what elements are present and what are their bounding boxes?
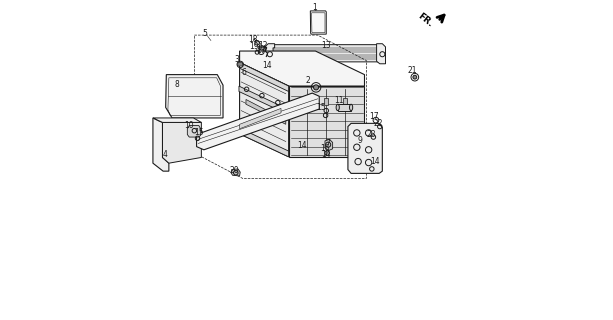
Polygon shape (240, 62, 289, 157)
Text: 5: 5 (203, 29, 208, 38)
Polygon shape (348, 123, 383, 173)
Text: 14: 14 (297, 141, 306, 150)
Polygon shape (338, 104, 351, 111)
Text: 4: 4 (162, 150, 167, 159)
Text: 14: 14 (321, 150, 331, 159)
Text: 19: 19 (249, 42, 259, 52)
Text: 9: 9 (357, 136, 362, 145)
Text: 14: 14 (370, 157, 380, 166)
Polygon shape (240, 51, 365, 86)
Text: 15: 15 (194, 128, 204, 137)
Polygon shape (240, 108, 281, 129)
Polygon shape (265, 44, 275, 64)
Text: 13: 13 (321, 41, 331, 51)
Polygon shape (197, 93, 319, 150)
Ellipse shape (349, 104, 352, 111)
Polygon shape (238, 62, 243, 66)
Polygon shape (289, 86, 365, 157)
Polygon shape (269, 45, 380, 62)
Text: 3: 3 (235, 55, 240, 64)
Text: 1: 1 (312, 3, 317, 12)
Text: 12: 12 (258, 41, 267, 50)
Polygon shape (188, 125, 200, 137)
Circle shape (313, 85, 319, 90)
Polygon shape (231, 169, 240, 176)
Text: 16: 16 (320, 144, 330, 153)
Text: 10: 10 (185, 121, 194, 131)
Text: 6: 6 (242, 68, 247, 77)
Text: FR.: FR. (416, 12, 434, 29)
Circle shape (413, 75, 417, 79)
Ellipse shape (336, 104, 340, 111)
Text: 2: 2 (306, 76, 310, 85)
Polygon shape (153, 118, 169, 171)
Text: 21: 21 (408, 66, 417, 75)
Polygon shape (324, 98, 328, 105)
Text: 18: 18 (248, 35, 257, 44)
Polygon shape (376, 44, 386, 64)
Text: 17: 17 (256, 45, 265, 55)
Polygon shape (166, 75, 223, 118)
Polygon shape (240, 62, 289, 92)
Polygon shape (239, 86, 289, 115)
Text: 17: 17 (369, 113, 379, 122)
Polygon shape (310, 11, 326, 34)
Text: 7: 7 (326, 139, 330, 148)
Polygon shape (153, 118, 201, 123)
Polygon shape (162, 123, 201, 163)
Polygon shape (325, 139, 333, 150)
Text: 20: 20 (229, 166, 238, 175)
Text: 22: 22 (373, 119, 383, 128)
Text: 15: 15 (316, 103, 326, 112)
Polygon shape (343, 98, 348, 105)
Polygon shape (240, 128, 289, 157)
Text: 11: 11 (334, 96, 344, 105)
Text: 8: 8 (174, 80, 179, 89)
Polygon shape (246, 100, 286, 124)
Text: 14: 14 (262, 61, 272, 70)
Polygon shape (305, 98, 309, 105)
Text: 23: 23 (366, 130, 376, 139)
